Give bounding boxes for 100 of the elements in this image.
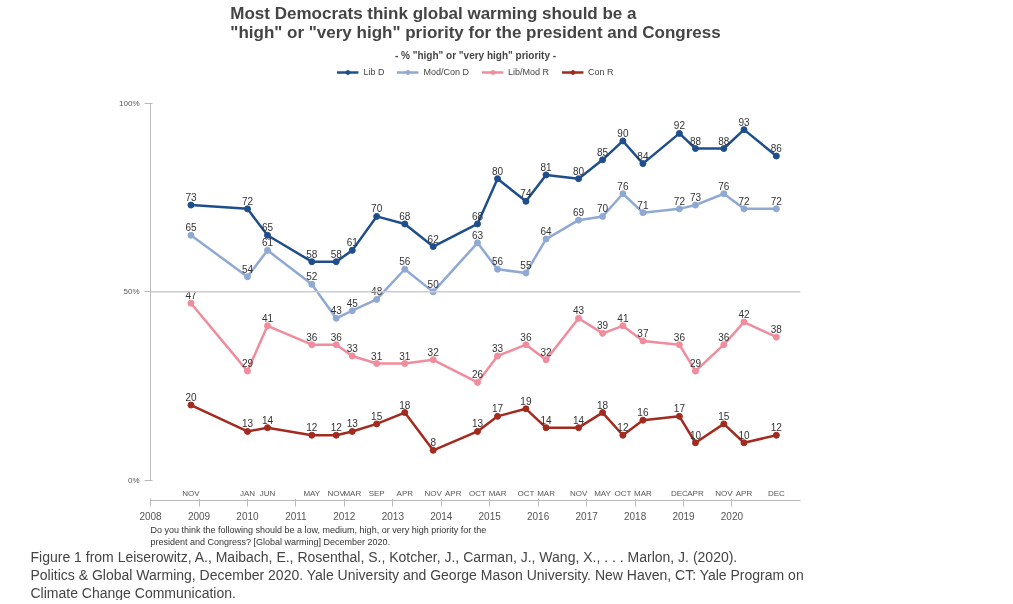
x2-tick-label: NOV bbox=[327, 488, 346, 498]
point bbox=[691, 145, 699, 152]
point bbox=[401, 360, 409, 368]
point bbox=[522, 269, 530, 277]
data-label: 43 bbox=[573, 305, 585, 317]
x-tick-label: 2012 bbox=[333, 510, 356, 522]
point bbox=[473, 239, 481, 247]
data-label: 36 bbox=[330, 331, 343, 343]
point bbox=[264, 322, 271, 330]
text: Do you think the following should be a low, medium, high, or very high priority for the president and Congress? [Global warming] December 2020. bbox=[150, 524, 487, 547]
point bbox=[522, 405, 530, 413]
point bbox=[494, 412, 502, 420]
point bbox=[599, 329, 607, 337]
data-label: 36 bbox=[520, 331, 532, 343]
data-label: 65 bbox=[185, 222, 197, 234]
point bbox=[401, 409, 409, 417]
legend-label: Lib D bbox=[363, 67, 385, 77]
y-tick-label: 0% bbox=[127, 476, 140, 485]
x-tick-label: 2009 bbox=[187, 510, 211, 522]
point bbox=[494, 352, 502, 360]
data-label: 70 bbox=[597, 203, 609, 215]
data-label: 68 bbox=[399, 210, 411, 222]
x2-tick-label: MAR bbox=[537, 488, 556, 498]
data-label: 88 bbox=[689, 135, 702, 147]
data-label: 39 bbox=[597, 320, 609, 332]
point bbox=[740, 439, 748, 447]
point bbox=[675, 341, 683, 349]
point bbox=[348, 307, 356, 315]
data-label: 15 bbox=[718, 410, 730, 422]
data-label: 86 bbox=[770, 143, 783, 155]
data-label: 13 bbox=[471, 418, 484, 430]
x2-tick-label: APR bbox=[444, 488, 462, 498]
point bbox=[720, 145, 728, 152]
data-label: 13 bbox=[346, 418, 359, 430]
x2-tick-label: APR bbox=[735, 488, 753, 498]
point bbox=[243, 427, 251, 435]
point bbox=[373, 212, 381, 220]
point bbox=[187, 401, 195, 409]
point bbox=[691, 201, 699, 209]
data-label: 72 bbox=[241, 195, 254, 207]
data-label: 74 bbox=[520, 188, 532, 200]
data-label: 55 bbox=[520, 260, 532, 271]
point bbox=[522, 341, 530, 349]
data-label: 8 bbox=[430, 437, 437, 449]
data-label: 15 bbox=[371, 410, 383, 422]
data-label: 71 bbox=[637, 199, 649, 211]
point bbox=[575, 314, 583, 322]
point bbox=[542, 424, 550, 432]
data-label: 12 bbox=[770, 422, 783, 434]
point bbox=[264, 246, 271, 254]
x2-tick-label: MAY bbox=[594, 488, 612, 498]
point bbox=[619, 190, 627, 198]
x2-tick-label: APR bbox=[687, 488, 704, 498]
point bbox=[494, 265, 502, 273]
point bbox=[720, 341, 728, 349]
data-label: 80 bbox=[573, 165, 585, 177]
data-label: 65 bbox=[261, 222, 274, 234]
data-label: 38 bbox=[770, 324, 783, 336]
x2-tick-label: NOV bbox=[569, 488, 588, 498]
point bbox=[308, 258, 316, 266]
data-label: 69 bbox=[573, 207, 585, 219]
data-label: 20 bbox=[185, 392, 197, 404]
point bbox=[373, 295, 381, 303]
point bbox=[542, 356, 550, 364]
point bbox=[675, 412, 683, 420]
data-label: 70 bbox=[371, 203, 383, 215]
x-tick-label: 2013 bbox=[381, 510, 405, 522]
data-label: 54 bbox=[241, 263, 254, 275]
data-label: 12 bbox=[330, 422, 343, 434]
data-label: 18 bbox=[399, 399, 411, 411]
point bbox=[639, 337, 647, 345]
data-label: 90 bbox=[617, 127, 629, 139]
data-label: 37 bbox=[637, 327, 649, 339]
data-label: 85 bbox=[597, 146, 609, 158]
x2-tick-label: MAY bbox=[303, 488, 321, 498]
data-label: 43 bbox=[330, 305, 343, 317]
data-label: 33 bbox=[346, 343, 359, 354]
data-label: 76 bbox=[718, 180, 730, 192]
x-tick-label: 2008 bbox=[139, 510, 163, 522]
y-tick-label: 100% bbox=[119, 98, 140, 108]
point bbox=[639, 416, 647, 424]
x-tick-label: 2010 bbox=[236, 510, 260, 522]
point bbox=[494, 175, 502, 183]
data-label: 12 bbox=[306, 422, 318, 434]
point bbox=[243, 367, 251, 375]
point bbox=[619, 431, 627, 439]
data-label: 33 bbox=[491, 343, 504, 354]
point bbox=[187, 231, 195, 239]
data-label: 84 bbox=[637, 150, 649, 162]
chart-title: Most Democrats think global warming should be a "high" or "very high" priority for the president and Congress bbox=[230, 3, 721, 42]
point bbox=[675, 129, 683, 137]
data-label: 18 bbox=[597, 399, 609, 411]
data-label: 19 bbox=[520, 395, 532, 407]
x2-tick-label: DEC bbox=[767, 488, 786, 498]
point bbox=[740, 205, 748, 213]
data-label: 10 bbox=[738, 429, 750, 441]
point bbox=[772, 152, 780, 160]
data-label: 13 bbox=[241, 418, 254, 430]
point bbox=[639, 209, 647, 217]
x2-tick-label: MAR bbox=[488, 488, 507, 498]
